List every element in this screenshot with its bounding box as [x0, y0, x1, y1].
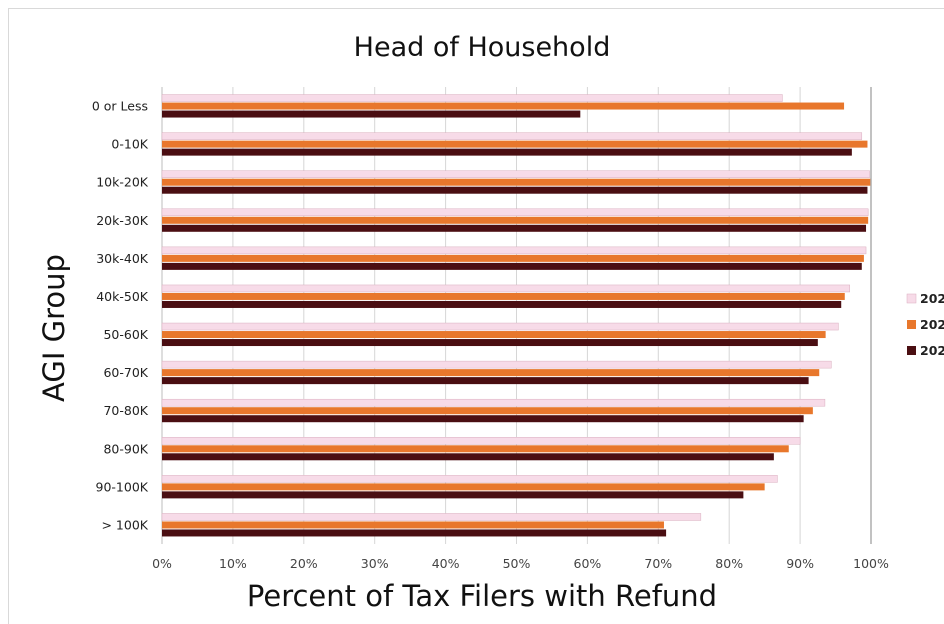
bar — [162, 491, 744, 499]
bar — [161, 94, 783, 102]
category-label: 80-90K — [103, 441, 148, 456]
x-tick-label: 10% — [219, 556, 247, 571]
x-tick-label: 80% — [715, 556, 743, 571]
category-label: 50-60K — [103, 327, 148, 342]
category-label: 20k-30K — [96, 213, 149, 228]
bar — [161, 284, 850, 293]
legend-swatch — [907, 346, 916, 355]
bar — [162, 377, 809, 385]
bar — [162, 529, 667, 537]
x-axis-label: Percent of Tax Filers with Refund — [247, 579, 717, 613]
legend: 202 202 202 — [906, 291, 944, 358]
bar — [161, 170, 870, 178]
gridlines — [161, 87, 872, 544]
category-label: 40k-50K — [96, 289, 149, 304]
bar — [161, 322, 839, 331]
bar — [161, 208, 869, 217]
bar — [162, 445, 789, 453]
bar — [161, 360, 832, 369]
bar — [162, 453, 774, 461]
category-label: 30k-40K — [96, 251, 149, 266]
bar — [162, 292, 845, 300]
category-label: 0-10K — [111, 137, 148, 152]
bar — [162, 148, 852, 156]
bar — [162, 483, 765, 491]
x-tick-label: 90% — [786, 556, 814, 571]
legend-label: 202 — [920, 291, 944, 306]
y-axis-label: AGI Group — [37, 254, 71, 402]
bar — [161, 513, 702, 521]
x-tick-label: 100% — [853, 556, 889, 571]
bar — [162, 521, 664, 529]
bar — [162, 254, 864, 262]
category-label: 90-100K — [96, 479, 149, 494]
bar — [161, 475, 778, 483]
bar — [162, 300, 842, 308]
bar — [162, 110, 581, 118]
bar — [161, 398, 826, 407]
category-label: 0 or Less — [92, 99, 148, 114]
bar — [162, 224, 867, 232]
bar — [162, 415, 804, 423]
bar — [161, 132, 863, 140]
bar — [162, 262, 862, 270]
bar — [162, 331, 826, 339]
category-label: 60-70K — [103, 365, 148, 380]
bar — [162, 407, 813, 415]
bar — [162, 102, 845, 110]
bar — [161, 246, 867, 255]
bar — [162, 186, 868, 194]
category-label: 10k-20K — [96, 175, 149, 190]
category-labels: 0 or Less 0-10K 10k-20K 20k-30K 30k-40K 40k-5… — [92, 99, 149, 533]
bar — [162, 216, 869, 224]
bar — [162, 339, 818, 347]
bar — [161, 437, 801, 445]
x-tick-label: 70% — [644, 556, 672, 571]
legend-swatch — [907, 320, 916, 329]
x-tick-label: 0% — [152, 556, 172, 571]
category-label: 70-80K — [103, 403, 148, 418]
x-tick-label: 60% — [574, 556, 602, 571]
x-tick-label: 20% — [290, 556, 318, 571]
bar — [162, 178, 871, 186]
bar — [162, 369, 820, 377]
chart-title: Head of Household — [354, 32, 611, 63]
bar — [162, 140, 868, 148]
x-tick-labels: 0% 10% 20% 30% 40% 50% 60% 70% 80% 90% 100% — [152, 556, 889, 571]
legend-swatch — [906, 293, 917, 304]
legend-label: 202 — [920, 343, 944, 358]
bars — [161, 94, 871, 537]
category-label: > 100K — [101, 517, 148, 532]
x-tick-label: 30% — [361, 556, 389, 571]
legend-label: 202 — [920, 317, 944, 332]
x-tick-label: 50% — [503, 556, 531, 571]
x-tick-label: 40% — [432, 556, 460, 571]
